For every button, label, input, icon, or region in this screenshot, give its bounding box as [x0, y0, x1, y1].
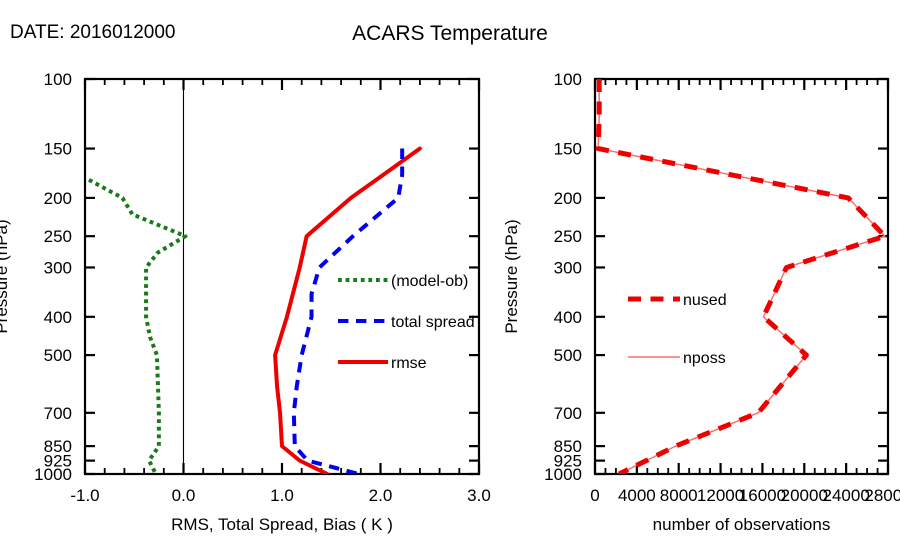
figure-title: ACARS Temperature — [352, 22, 548, 45]
x-axis: 0 400080001200016000200002400028000 — [590, 79, 900, 505]
y-tick-label: 250 — [554, 227, 582, 246]
y-tick-label: 700 — [44, 404, 72, 423]
date-label: DATE: 2016012000 — [10, 22, 176, 43]
y-tick-label: 500 — [554, 346, 582, 365]
x-tick-label: -1.0 — [70, 486, 99, 505]
y-tick-label: 150 — [44, 140, 72, 159]
x-tick-label: 16000 — [739, 486, 786, 505]
y-axis-title: Pressure (hPa) — [0, 219, 11, 333]
y-tick-label: 150 — [554, 140, 582, 159]
x-tick-label: 2.0 — [369, 486, 393, 505]
series-line-nused — [595, 79, 888, 474]
series-line-rmse — [273, 146, 422, 474]
plot-frame — [83, 77, 481, 476]
series-layer — [595, 79, 888, 474]
x-tick-label: 4000 — [618, 486, 656, 505]
y-tick-label: 1000 — [544, 465, 582, 484]
x-tick-label: 3.0 — [467, 486, 491, 505]
legend-label: (model-ob) — [391, 273, 468, 290]
legend-label: rmse — [391, 355, 427, 372]
x-tick-label: 12000 — [697, 486, 744, 505]
x-tick-label: 1.0 — [270, 486, 294, 505]
y-tick-label: 200 — [44, 189, 72, 208]
x-tick-label: 8000 — [660, 486, 698, 505]
series-line-total-spread — [291, 148, 405, 474]
y-tick-label: 300 — [554, 258, 582, 277]
plot-frame — [593, 77, 890, 476]
y-tick-label: 1000 — [34, 465, 72, 484]
y-tick-label: 100 — [554, 70, 582, 89]
legend: nused nposs — [628, 292, 727, 367]
y-tick-label: 700 — [554, 404, 582, 423]
y-tick-label: 250 — [44, 227, 72, 246]
x-tick-label: 0 — [590, 486, 599, 505]
x-tick-label: 0.0 — [172, 486, 196, 505]
x-axis-title: number of observations — [653, 515, 831, 534]
y-tick-label: 925 — [44, 452, 72, 471]
y-tick-label: 300 — [44, 258, 72, 277]
y-tick-label: 850 — [44, 437, 72, 456]
y-tick-label: 100 — [44, 70, 72, 89]
legend-label: nused — [683, 292, 727, 309]
x-axis-title: RMS, Total Spread, Bias ( K ) — [171, 515, 393, 534]
y-tick-label: 400 — [554, 308, 582, 327]
series-line-model-ob — [87, 178, 188, 474]
x-tick-label: 20000 — [781, 486, 828, 505]
x-tick-label: 24000 — [823, 486, 870, 505]
y-tick-label: 925 — [554, 452, 582, 471]
legend-label: total spread — [391, 314, 475, 331]
series-layer — [87, 146, 422, 474]
legend: (model-ob) total spread rmse — [338, 273, 475, 372]
y-tick-label: 850 — [554, 437, 582, 456]
y-tick-label: 400 — [44, 308, 72, 327]
legend-label: nposs — [683, 350, 726, 367]
y-tick-label: 200 — [554, 189, 582, 208]
x-tick-label: 28000 — [864, 486, 900, 505]
y-tick-label: 500 — [44, 346, 72, 365]
y-axis-title: Pressure (hPa) — [502, 219, 521, 333]
